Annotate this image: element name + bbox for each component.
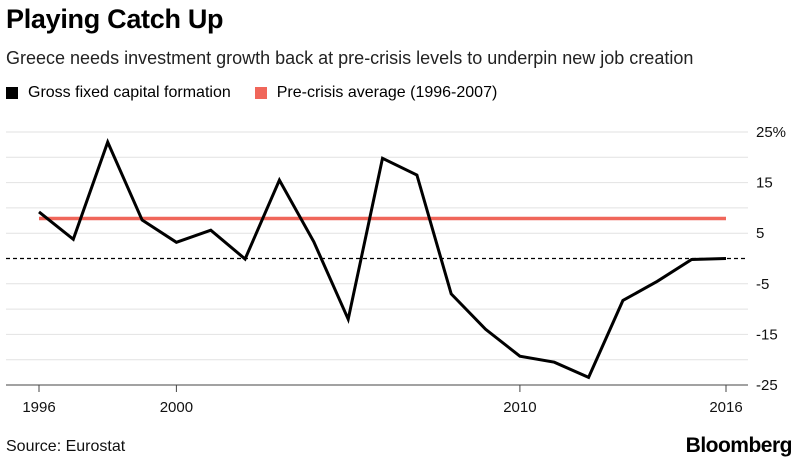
x-tick-label: 2016	[709, 399, 742, 416]
legend: Gross fixed capital formation Pre-crisis…	[6, 84, 521, 102]
x-tick-label: 2010	[503, 399, 536, 416]
bloomberg-logo: Bloomberg	[685, 434, 793, 457]
y-tick-label: -5	[756, 276, 769, 293]
series-lines	[6, 138, 748, 380]
y-tick-label: 15	[756, 175, 773, 192]
x-axis-ticks: 1996 2000 2010 2016	[6, 384, 748, 416]
x-tick-label: 1996	[22, 399, 55, 416]
legend-swatch-precrisis	[254, 87, 267, 99]
y-tick-label: 25%	[756, 124, 786, 141]
legend-item-gfcf: Gross fixed capital formation	[6, 84, 231, 102]
y-tick-label: -15	[756, 326, 778, 343]
legend-label-precrisis: Pre-crisis average (1996-2007)	[276, 84, 498, 101]
y-tick-label: 5	[756, 225, 764, 242]
chart-subtitle: Greece needs investment growth back at p…	[6, 48, 694, 68]
y-axis-ticks: 25% 15 5 -5 -15 -25	[756, 124, 786, 394]
chart-title: Playing Catch Up	[6, 4, 224, 34]
grid-lines	[6, 131, 748, 386]
legend-label-gfcf: Gross fixed capital formation	[28, 84, 231, 101]
series-gfcf-line	[38, 138, 727, 380]
source-note: Source: Eurostat	[6, 438, 126, 455]
legend-swatch-gfcf	[6, 87, 18, 99]
legend-item-precrisis: Pre-crisis average (1996-2007)	[254, 84, 498, 102]
y-tick-label: -25	[756, 377, 778, 394]
x-tick-label: 2000	[160, 399, 193, 416]
